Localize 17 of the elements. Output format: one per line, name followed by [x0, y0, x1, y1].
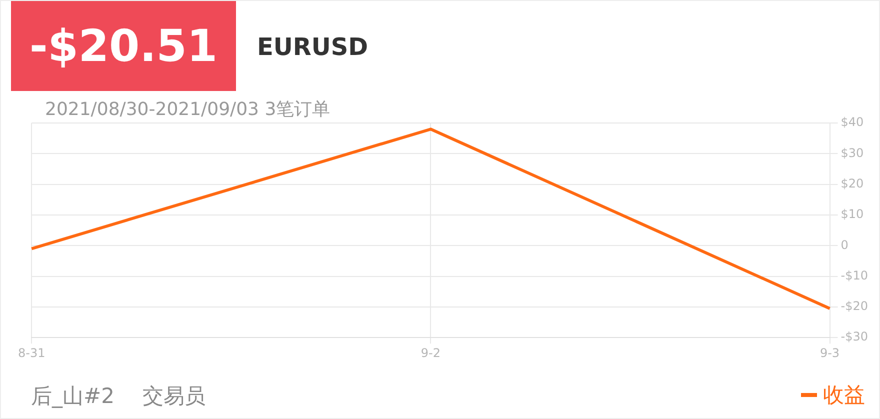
text: 2021/08/30-2021/09/03 3笔订单 — [45, 98, 330, 121]
y-tick-label: $20 — [840, 176, 864, 190]
chart-title: -$20.51 — [11, 1, 236, 91]
y-tick-label: $40 — [840, 115, 864, 130]
y-tick-label: $10 — [840, 207, 864, 222]
y-tick-label: -$10 — [840, 268, 868, 282]
x-tick-label: 8-31 — [18, 346, 46, 360]
text: 后_山#2 — [31, 383, 114, 410]
legend-label: 收益 — [823, 382, 865, 409]
x-tick-label: 9-2 — [420, 346, 440, 360]
y-tick-label: -$20 — [840, 299, 868, 314]
text: 交易员 — [142, 383, 206, 410]
y-tick-label: -$30 — [840, 330, 868, 344]
y-tick-label: 0 — [840, 238, 848, 252]
chart-subtitle: EURUSD — [257, 33, 368, 61]
y-tick-label: $30 — [840, 146, 864, 160]
x-tick-label: 9-3 — [820, 346, 840, 360]
